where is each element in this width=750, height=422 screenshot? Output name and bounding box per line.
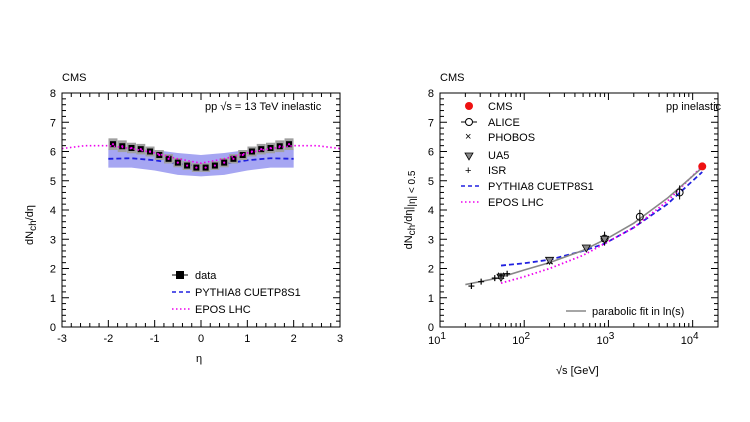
epos-point-left — [195, 166, 198, 169]
right-y-tick-label: 1 — [428, 293, 434, 305]
legend-alice-label: ALICE — [488, 117, 520, 129]
legend-phobos-label: PHOBOS — [488, 132, 535, 144]
right-x-axis-title: √s [GeV] — [556, 365, 599, 377]
legend-alice-marker — [465, 118, 473, 126]
legend-pythia-label: PYTHIA8 CUETP8S1 — [195, 287, 301, 299]
legend-fit-label: parabolic fit in ln(s) — [592, 306, 684, 318]
legend-data-marker — [176, 271, 184, 279]
epos-point-left — [213, 164, 216, 167]
epos-point-left — [111, 143, 115, 146]
ua5-point — [581, 244, 591, 253]
left-y-tick-label: 7 — [50, 117, 56, 129]
left-y-axis-title: dNch/dη — [24, 205, 39, 245]
ua5-point — [544, 256, 555, 266]
left-x-tick-label: 0 — [198, 333, 204, 345]
epos-point-left — [250, 150, 254, 153]
legend-ua5-marker — [464, 152, 474, 161]
alice-point — [635, 212, 644, 221]
cms-point — [698, 162, 707, 171]
left-y-tick-label: 0 — [50, 322, 56, 334]
epos-point-left — [287, 143, 291, 146]
left-y-tick-label: 4 — [50, 205, 56, 217]
left-experiment-label: CMS — [62, 72, 86, 84]
isr-point — [478, 278, 485, 285]
legend-epos-label-right: EPOS LHC — [488, 197, 544, 209]
left-x-tick-label: -1 — [150, 333, 160, 345]
right-y-tick-label: 0 — [428, 322, 434, 334]
legend-epos-label: EPOS LHC — [195, 304, 251, 316]
epos-curve-left — [61, 144, 341, 165]
right-legend: CMS ALICE × PHOBOS UA5 + ISR PYTHIA8 CUE… — [461, 101, 684, 318]
right-annotation: pp inelastic — [666, 101, 722, 113]
left-y-tick-label: 6 — [50, 147, 56, 159]
isr-point — [491, 275, 498, 282]
right-x-tick-label: 102 — [512, 331, 530, 347]
right-y-tick-label: 6 — [428, 147, 434, 159]
right-y-tick-label: 2 — [428, 264, 434, 276]
legend-isr-label: ISR — [488, 165, 506, 177]
epos-point-left — [176, 161, 179, 164]
epos-point-left — [223, 161, 226, 164]
left-y-tick-label: 1 — [50, 293, 56, 305]
left-annotation: pp √s = 13 TeV inelastic — [205, 101, 322, 113]
legend-isr-marker: + — [465, 165, 471, 177]
right-y-tick-label: 3 — [428, 234, 434, 246]
epos-point-left — [204, 166, 207, 169]
pythia-uncertainty-band — [108, 147, 294, 177]
right-experiment-label: CMS — [440, 72, 464, 84]
left-y-tick-label: 5 — [50, 176, 56, 188]
legend-ua5-label: UA5 — [488, 150, 509, 162]
epos-point-left — [241, 153, 244, 157]
legend-data-label: data — [195, 270, 217, 282]
left-y-tick-label: 3 — [50, 234, 56, 246]
epos-point-left — [232, 157, 235, 160]
right-x-tick-label: 101 — [428, 331, 446, 347]
left-x-tick-label: 3 — [337, 333, 343, 345]
left-legend: data PYTHIA8 CUETP8S1 EPOS LHC — [172, 270, 301, 316]
right-y-tick-label: 8 — [428, 88, 434, 100]
right-plot-frame — [439, 92, 719, 328]
right-x-tick-label: 104 — [681, 331, 699, 347]
legend-cms-marker — [465, 102, 473, 110]
curve-epos-lhc — [500, 165, 703, 284]
right-y-tick-label: 7 — [428, 117, 434, 129]
isr-point — [504, 270, 511, 277]
right-y-tick-label: 5 — [428, 176, 434, 188]
epos-point-left — [260, 148, 263, 151]
epos-point-left — [167, 157, 170, 160]
isr-point — [497, 272, 504, 279]
isr-point — [468, 283, 475, 290]
epos-point-left — [278, 145, 281, 148]
epos-point-left — [139, 148, 142, 151]
epos-point-left — [130, 146, 133, 150]
left-x-tick-label: -3 — [57, 333, 67, 345]
left-y-tick-label: 2 — [50, 264, 56, 276]
left-y-tick-label: 8 — [50, 88, 56, 100]
legend-phobos-marker: × — [465, 131, 471, 143]
left-x-tick-label: 1 — [244, 333, 250, 345]
pythia-curve-left — [108, 157, 294, 168]
epos-point-left — [186, 164, 189, 167]
right-x-tick-label: 103 — [597, 331, 615, 347]
left-x-tick-label: 2 — [291, 333, 297, 345]
epos-point-left — [158, 153, 161, 157]
curve-pythia8-cuetp8s1 — [500, 171, 703, 267]
epos-point-left — [269, 146, 272, 150]
legend-pythia-label-right: PYTHIA8 CUETP8S1 — [488, 181, 594, 193]
left-x-tick-label: -2 — [103, 333, 113, 345]
alice-point — [675, 188, 684, 197]
left-x-axis-title: η — [196, 353, 202, 365]
ua5-point — [599, 235, 610, 245]
right-y-axis-title: dNch/dη||η| < 0.5 — [403, 170, 418, 249]
epos-point-left — [121, 145, 124, 148]
epos-point-left — [148, 150, 152, 153]
right-y-tick-label: 4 — [428, 205, 434, 217]
legend-cms-label: CMS — [488, 101, 512, 113]
